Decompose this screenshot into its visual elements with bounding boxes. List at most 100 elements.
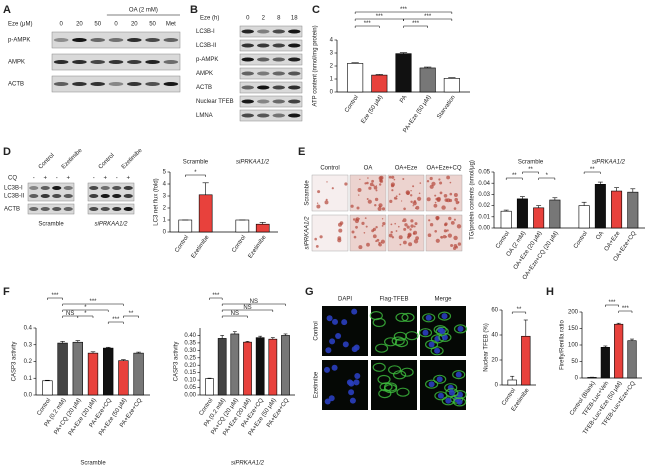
error-bar: [258, 335, 263, 338]
lipid-droplet: [410, 190, 412, 192]
significance-bracket: [185, 174, 206, 177]
blot-band: [241, 29, 254, 34]
y-tick-label: 0.30: [184, 348, 196, 354]
y-tick-label: 4: [163, 182, 167, 188]
significance-bracket: [107, 321, 124, 324]
blot-band: [123, 186, 133, 190]
lipid-droplet: [366, 181, 369, 185]
tfeb-signal: [425, 379, 439, 389]
blot-strip: [239, 95, 303, 108]
lipid-droplet: [398, 225, 400, 228]
y-tick-label: 0.20: [184, 363, 196, 369]
row-label: siPRKAA1/2: [305, 216, 311, 250]
blot-strip: [239, 53, 303, 66]
cq-sign: -: [116, 176, 118, 182]
lipid-droplet: [453, 246, 457, 250]
lipid-droplet: [433, 203, 438, 208]
error-bar: [270, 337, 275, 340]
panel-label: G: [305, 286, 314, 298]
y-tick-label: 0.35: [184, 340, 196, 346]
blot-band: [53, 60, 69, 64]
tfeb-signal: [445, 388, 459, 398]
row-label: ACTB: [196, 85, 212, 91]
blot-band: [52, 194, 62, 198]
bar: [533, 207, 545, 229]
lipid-droplet: [436, 197, 441, 202]
lipid-droplet: [355, 218, 357, 220]
bar: [255, 337, 265, 396]
lipid-droplet: [358, 194, 360, 196]
error-bar: [536, 205, 542, 208]
bar: [243, 341, 252, 396]
blot-band: [108, 38, 124, 42]
row-label: ACTB: [8, 82, 24, 88]
blot-band: [272, 43, 285, 48]
lipid-droplet: [368, 186, 372, 190]
lipid-droplet: [403, 207, 406, 211]
blot-band: [29, 194, 39, 198]
y-tick-label: 0: [495, 383, 499, 389]
blot-band: [72, 82, 87, 86]
nucleus: [441, 334, 448, 341]
nucleus: [324, 398, 331, 405]
error-bar: [351, 62, 359, 64]
group-label: Scramble: [38, 222, 64, 228]
panel-label: E: [298, 146, 305, 158]
lipid-droplet: [445, 236, 448, 238]
blot-band: [272, 85, 285, 90]
significance-label: **: [129, 311, 134, 317]
bar: [611, 190, 623, 229]
error-bar: [375, 74, 383, 76]
y-tick-label: 0.2: [24, 359, 33, 365]
lipid-droplet: [391, 236, 395, 239]
lipid-droplet: [366, 242, 370, 247]
blot-band: [257, 29, 270, 34]
significance-bracket: [354, 11, 453, 14]
blot-band: [90, 82, 106, 86]
lane-label: 0: [114, 22, 118, 28]
treatment-label: CQ: [8, 176, 17, 182]
blot-band: [126, 60, 142, 64]
nucleus: [353, 379, 360, 386]
blot-band: [257, 113, 270, 118]
x-tick-label: Starvation: [436, 95, 456, 121]
significance-label: **: [517, 307, 522, 313]
lipid-droplet: [365, 225, 368, 228]
blot-strip: [239, 81, 303, 94]
lipid-droplet: [438, 178, 441, 181]
x-tick-label: Control: [573, 231, 589, 250]
lipid-droplet: [444, 222, 448, 226]
lipid-droplet: [381, 207, 386, 211]
lipid-droplet: [412, 205, 414, 207]
row-label: Ezetimibe: [314, 371, 320, 398]
lipid-droplet: [413, 230, 418, 235]
significance-label: ***: [376, 14, 384, 20]
error-bar: [220, 335, 225, 339]
column-label: Merge: [434, 297, 452, 303]
lane-label: Met: [166, 22, 176, 28]
group-label: siPRKAA1/2: [94, 222, 128, 228]
nucleus: [457, 325, 464, 332]
lipid-droplet: [395, 195, 398, 198]
nucleus: [455, 371, 462, 378]
y-tick-label: 0.04: [478, 181, 490, 187]
blot-band: [72, 60, 87, 64]
tfeb-signal: [441, 396, 455, 406]
bar: [235, 219, 250, 233]
x-tick-label: PA: [399, 95, 408, 105]
blot-band: [72, 38, 87, 42]
x-tick-label: Eze (50 μM): [361, 95, 385, 125]
lipid-droplet: [317, 190, 321, 194]
lipid-droplet: [443, 229, 447, 233]
bar: [521, 335, 531, 386]
bar: [87, 352, 99, 396]
bar: [133, 352, 144, 396]
lipid-droplet: [439, 191, 443, 195]
lipid-droplet: [413, 200, 417, 203]
lipid-droplet: [372, 184, 375, 187]
y-tick-label: 0.15: [184, 370, 196, 376]
bar: [549, 199, 561, 229]
nucleus: [456, 398, 463, 405]
lipid-droplet: [359, 178, 361, 180]
tfeb-signal: [418, 328, 433, 338]
